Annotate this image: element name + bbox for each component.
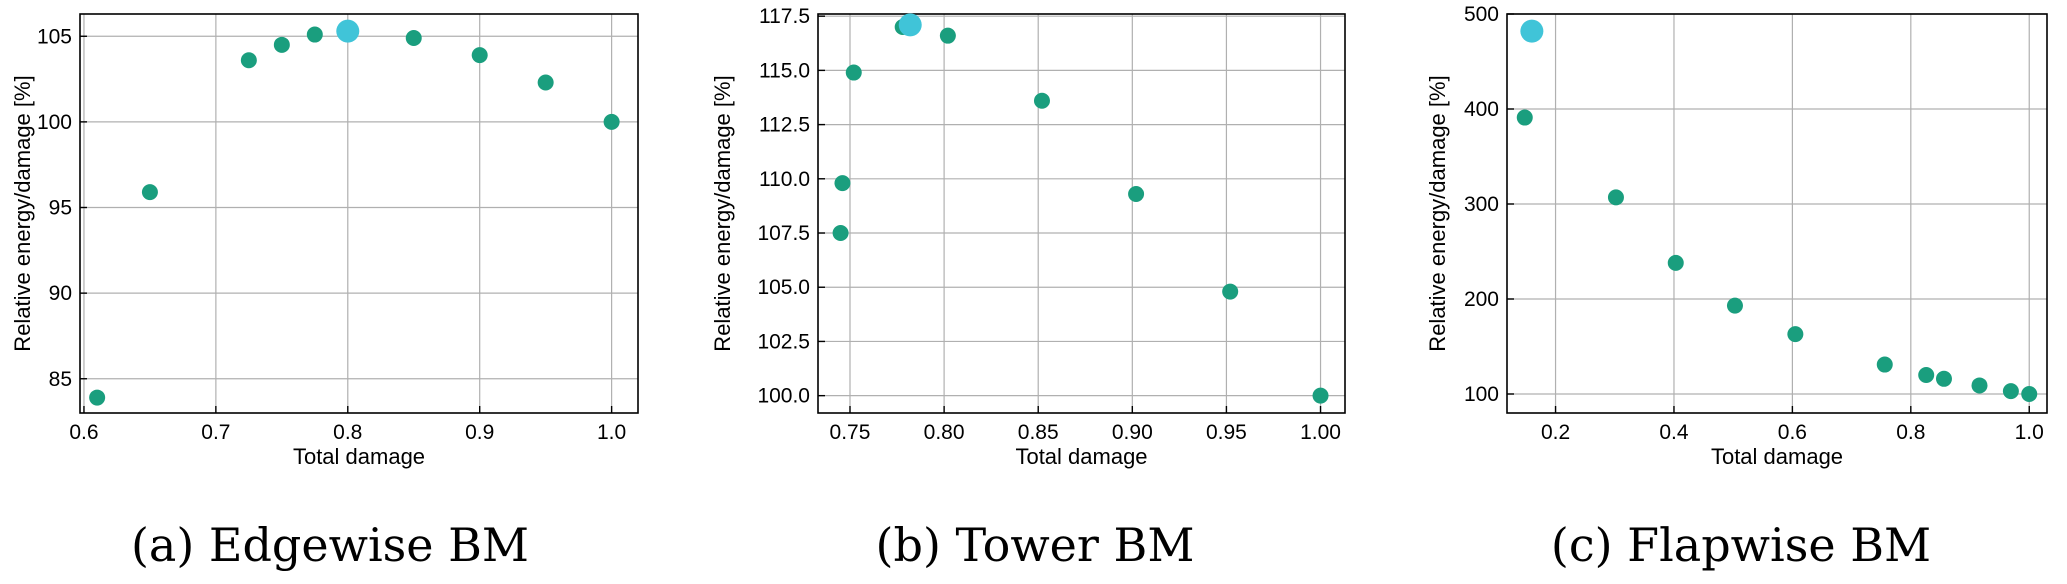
x-tick-label: 0.7: [201, 421, 230, 444]
data-point: [845, 64, 862, 81]
x-tick-label: 0.8: [333, 421, 362, 444]
y-tick-label: 100: [37, 111, 72, 134]
data-point: [89, 389, 106, 406]
data-point: [2021, 386, 2038, 402]
data-point: [1607, 189, 1624, 206]
data-point: [939, 27, 956, 44]
data-point: [1876, 356, 1893, 373]
data-point: [240, 52, 257, 69]
data-point: [834, 175, 851, 192]
y-axis-label: Relative energy/damage [%]: [10, 75, 35, 351]
data-point: [1787, 326, 1804, 343]
y-tick-label: 112.5: [759, 114, 810, 137]
chart-a-svg: 0.6 0.7 0.8 0.9 1.0 85 90 95 100 105 Total damage R…: [10, 13, 639, 469]
x-axis-label: Total damage: [1015, 444, 1147, 469]
y-tick-label: 95: [49, 197, 72, 220]
data-point: [832, 225, 849, 242]
y-tick-label: 100: [1464, 383, 1499, 406]
x-tick-label: 0.6: [1778, 421, 1807, 444]
highlight-point: [1520, 19, 1544, 43]
data-point: [2002, 383, 2019, 400]
y-tick-label: 102.5: [757, 330, 810, 353]
plot-frame: [817, 13, 1346, 414]
data-point: [471, 47, 488, 64]
plot-frame: [1506, 13, 2048, 414]
y-tick-label: 107.5: [757, 222, 810, 245]
chart-panel-c: 0.2 0.4 0.6 0.8 1.0 100 200 300 400 500 Total dama…: [1415, 0, 2067, 584]
x-axis-label: Total damage: [1711, 444, 1843, 469]
data-point: [1667, 254, 1684, 271]
x-tick-label: 1.0: [597, 421, 626, 444]
x-tick-label: 0.9: [465, 421, 494, 444]
data-point: [1033, 92, 1050, 109]
y-tick-label: 300: [1464, 193, 1499, 216]
data-point: [306, 26, 323, 43]
x-tick-label: 1.00: [1300, 421, 1341, 444]
x-tick-label: 0.80: [924, 421, 965, 444]
x-tick-label: 0.4: [1659, 421, 1689, 444]
chart-panel-a: 0.6 0.7 0.8 0.9 1.0 85 90 95 100 105 Total damage R…: [0, 0, 660, 584]
plot-frame: [79, 13, 639, 414]
y-tick-label: 90: [49, 282, 72, 305]
data-point: [141, 184, 158, 201]
data-point: [1918, 367, 1935, 383]
data-point: [1128, 185, 1145, 202]
x-tick-label: 0.6: [69, 421, 98, 444]
y-tick-label: 200: [1464, 288, 1499, 311]
data-point: [1726, 297, 1743, 314]
chart-b-svg: 0.75 0.80 0.85 0.90 0.95 1.00 100.0 102.5 105.0 1…: [710, 5, 1346, 469]
y-tick-label: 110.0: [759, 168, 810, 191]
data-point: [1516, 109, 1533, 126]
data-point: [537, 74, 554, 91]
data-point: [1935, 370, 1952, 387]
x-tick-label: 0.95: [1206, 421, 1247, 444]
data-point: [1312, 387, 1329, 404]
y-tick-label: 500: [1464, 3, 1499, 26]
y-tick-label: 117.5: [759, 5, 810, 28]
chart-c-caption: (c) Flapwise BM: [1550, 518, 1932, 572]
data-point: [405, 29, 422, 46]
data-point: [1222, 283, 1239, 300]
x-tick-label: 0.8: [1896, 421, 1925, 444]
data-point: [603, 113, 620, 130]
data-point: [1971, 377, 1988, 394]
y-axis-label: Relative energy/damage [%]: [1425, 75, 1450, 351]
x-tick-label: 0.85: [1018, 421, 1059, 444]
x-tick-label: 0.75: [830, 421, 871, 444]
y-tick-label: 105: [37, 25, 72, 48]
chart-a-caption: (a) Edgewise BM: [130, 518, 530, 572]
y-tick-label: 400: [1464, 98, 1499, 121]
y-axis-label: Relative energy/damage [%]: [710, 75, 735, 351]
y-tick-label: 85: [49, 368, 72, 391]
data-point: [273, 36, 290, 53]
y-tick-label: 100.0: [757, 385, 810, 408]
highlight-point: [336, 19, 360, 43]
x-tick-label: 0.2: [1541, 421, 1570, 444]
chart-c-svg: 0.2 0.4 0.6 0.8 1.0 100 200 300 400 500 Total dama…: [1425, 3, 2048, 469]
y-tick-label: 105.0: [757, 276, 810, 299]
x-axis-label: Total damage: [293, 444, 425, 469]
x-tick-label: 1.0: [2015, 421, 2044, 444]
x-tick-label: 0.90: [1112, 421, 1153, 444]
chart-b-caption: (b) Tower BM: [875, 518, 1195, 572]
y-tick-label: 115.0: [759, 59, 810, 82]
highlight-point: [898, 13, 922, 37]
chart-panel-b: 0.75 0.80 0.85 0.90 0.95 1.00 100.0 102.5 105.0 1…: [700, 0, 1370, 584]
